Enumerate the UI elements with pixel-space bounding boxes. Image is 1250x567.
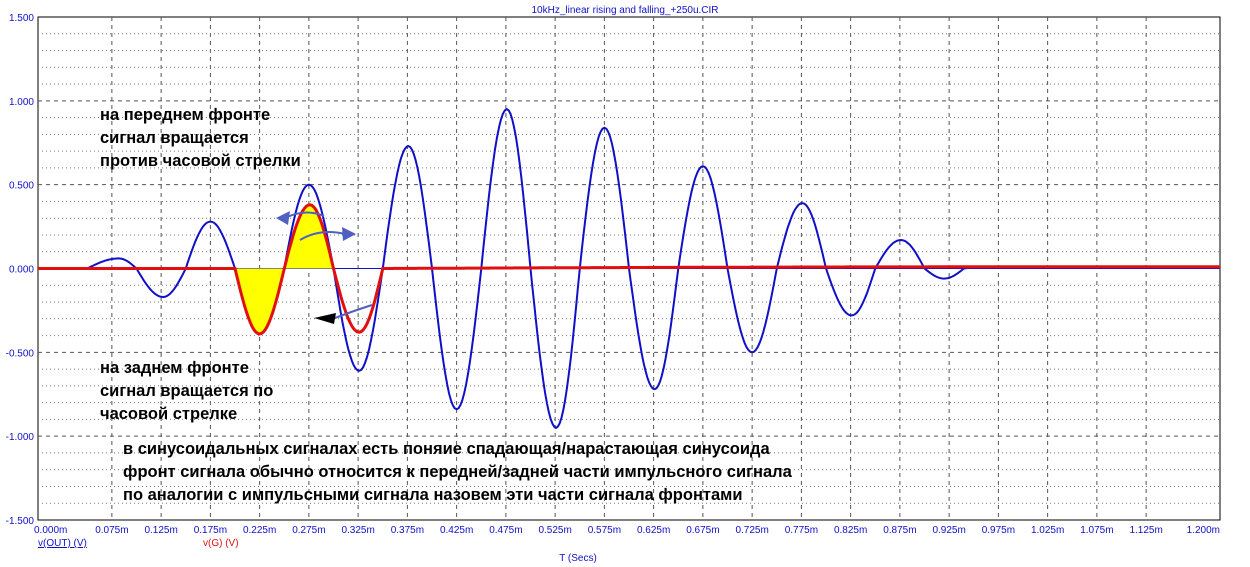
series-group — [38, 108, 1220, 429]
arrowhead-upper-right — [342, 227, 356, 241]
x-tick-label: 0.525m — [538, 525, 571, 536]
arrow-upper-right — [299, 231, 346, 241]
arrowhead-upper-left — [276, 211, 290, 225]
y-tick-label: -0.500 — [6, 348, 35, 359]
x-tick-label: 1.075m — [1080, 525, 1113, 536]
x-tick-label: 0.975m — [982, 525, 1015, 536]
y-tick-label: 1.000 — [9, 97, 34, 108]
x-tick-label: 0.225m — [243, 525, 276, 536]
x-tick-label: 0.925m — [932, 525, 965, 536]
x-tick-label: 0.000m — [34, 525, 67, 536]
x-tick-label: 0.725m — [735, 525, 768, 536]
x-axis-label: T (Secs) — [559, 553, 597, 564]
x-tick-label: 0.675m — [686, 525, 719, 536]
x-tick-label: 0.425m — [440, 525, 473, 536]
x-tick-labels: 0.000m 0.075m 0.125m 0.175m 0.225m 0.275m 0.32… — [34, 525, 1220, 536]
x-tick-label: 0.475m — [489, 525, 522, 536]
y-tick-label: 0.000 — [9, 265, 34, 276]
arrowhead-lower — [314, 313, 336, 324]
x-tick-label: 0.375m — [391, 525, 424, 536]
x-tick-label: 0.775m — [785, 525, 818, 536]
x-tick-label: 0.825m — [834, 525, 867, 536]
x-tick-label: 1.200m — [1187, 525, 1220, 536]
series-line-g — [38, 203, 1220, 336]
legend-g: v(G) (V) — [203, 538, 239, 549]
x-tick-label: 0.625m — [637, 525, 670, 536]
y-tick-labels: 1.500 1.000 0.500 0.000 -0.500 -1.000 -1.500 — [6, 13, 35, 527]
y-tick-label: 0.500 — [9, 181, 34, 192]
x-tick-label: 1.125m — [1129, 525, 1162, 536]
x-tick-label: 0.325m — [341, 525, 374, 536]
annotation-falling: на заднем фронте сигнал вращается по час… — [100, 359, 274, 423]
grid-lines — [38, 17, 1220, 520]
x-tick-label: 1.025m — [1031, 525, 1064, 536]
x-tick-label: 0.875m — [883, 525, 916, 536]
x-tick-label: 0.175m — [194, 525, 227, 536]
annotation-rising: на переднем фронте сигнал вращается прот… — [100, 106, 301, 170]
annotation-note: в синусоидальных сигналах есть поняие сп… — [123, 440, 792, 504]
legend-out: v(OUT) (V) — [38, 538, 87, 549]
highlight-fill — [235, 268, 285, 334]
rotation-arrows — [276, 211, 373, 324]
y-tick-label: 1.500 — [9, 13, 34, 24]
y-tick-label: -1.500 — [6, 516, 35, 527]
x-tick-label: 0.275m — [292, 525, 325, 536]
y-tick-label: -1.000 — [6, 432, 35, 443]
chart-title: 10kHz_linear rising and falling_+250u.CI… — [531, 5, 718, 16]
x-tick-label: 0.575m — [588, 525, 621, 536]
x-tick-label: 0.125m — [144, 525, 177, 536]
x-tick-label: 0.075m — [95, 525, 128, 536]
